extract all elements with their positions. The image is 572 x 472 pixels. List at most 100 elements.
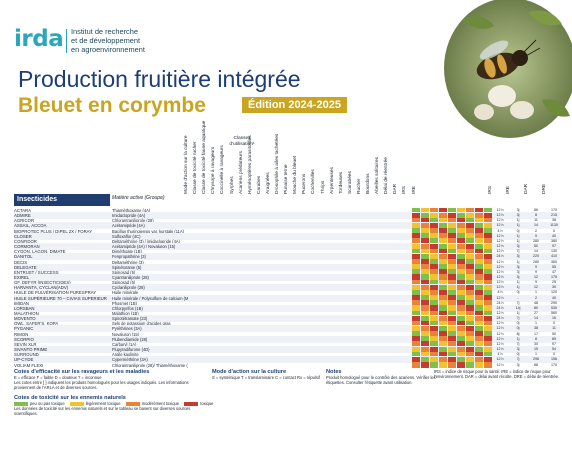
index-value: 30 [534, 341, 538, 346]
toxicity-cell [475, 331, 483, 338]
active-ingredient: Fenpropathrine (3) [112, 254, 146, 260]
toxicity-cell [466, 341, 474, 348]
index-value: 17 [534, 331, 538, 336]
toxicity-cell [412, 325, 420, 332]
toxicity-cell [421, 362, 429, 368]
index-value: 410 [551, 254, 557, 259]
toxicity-cell [484, 259, 492, 265]
toxicity-cell [412, 341, 420, 348]
active-ingredient: Pyréthrines (3A) [112, 326, 142, 332]
index-value: 7j [516, 300, 520, 305]
toxicity-cell [412, 336, 420, 343]
logo-line-1: Institut de recherche [71, 27, 138, 36]
column-header-label: Bourdons [366, 173, 371, 194]
index-value: 0j [516, 228, 520, 233]
column-header-label: Acariens prédateurs [238, 151, 244, 194]
index-value: 24 h [496, 300, 504, 305]
index-value: 11 [552, 326, 556, 331]
toxicity-cell [484, 325, 492, 332]
insecticide-name: DANITOL [14, 254, 33, 260]
toxicity-cell [457, 351, 465, 358]
index-value: 0 [553, 321, 555, 326]
index-value: 7j [516, 316, 520, 321]
toxicity-cell [430, 284, 438, 291]
active-ingredient: Bacillus thuringiensis var. kurstaki (11… [112, 228, 185, 234]
column-header-label: Tordeuses [338, 171, 344, 194]
toxicity-cell [412, 346, 420, 353]
toxicity-cell [439, 253, 447, 260]
column-header-label: Mouche du bleuet [293, 155, 299, 194]
toxicity-cell [457, 279, 465, 286]
column-header-label: Araignées [265, 172, 271, 194]
toxicity-cell [484, 238, 492, 245]
column-header-label: Classe de toxicité rucher [193, 141, 199, 194]
toxicity-cell [466, 274, 474, 281]
toxicity-cell [412, 331, 420, 338]
toxicity-cell [457, 305, 465, 312]
row-background [14, 253, 560, 261]
index-value: 1j [516, 233, 520, 238]
index-value: 4 h [497, 228, 503, 233]
active-ingredient: Chlorantraniliprole (28)/ Thiaméthoxame … [112, 362, 188, 368]
toxicity-cell [412, 305, 420, 312]
toxicity-cell [421, 238, 429, 245]
index-value: 12 h [496, 274, 504, 279]
insecticide-name: BIOPROTEC PLUS / DIPEL 2X / FORAY [14, 228, 93, 234]
index-value: 1j [516, 285, 520, 290]
index-value: 0j [516, 326, 520, 331]
column-header-label: Scarabées [347, 171, 353, 194]
insecticide-name: ACTARA [14, 208, 32, 213]
index-value: 280 [533, 238, 539, 243]
toxicity-cell [448, 243, 456, 250]
index-value: 9 [535, 280, 537, 285]
toxicity-cell [457, 248, 465, 255]
active-ingredient: Cyclaniliprole (28) [112, 285, 145, 291]
toxicity-cell [484, 305, 492, 312]
toxicity-cell [475, 346, 483, 353]
index-value: 3j [516, 244, 520, 249]
toxicity-cell [448, 238, 456, 245]
toxicity-cell [457, 336, 465, 343]
row-background [14, 315, 560, 323]
index-value: 3j [516, 274, 520, 279]
toxicity-text: Les données de toxicité sur les ennemis … [14, 405, 191, 417]
index-value: 530 [551, 305, 557, 310]
index-value: 40 [552, 295, 556, 300]
insecticide-name: CYGON, LAGON, DIMATE [14, 249, 66, 255]
toxicity-cell [448, 351, 456, 358]
index-value: 40 [552, 233, 556, 238]
toxicity-cell [439, 305, 447, 312]
index-value: 16 [552, 316, 556, 321]
logo-line-3: en agroenvironnement [71, 45, 145, 54]
swatch-green [14, 401, 28, 406]
index-value: 12 h [496, 244, 504, 249]
toxicity-cell [484, 300, 492, 307]
logo-text: Institut de recherche et de développemen… [71, 27, 191, 54]
toxicity-cell [448, 274, 456, 281]
toxicity-cell [430, 300, 438, 307]
index-value: 560 [551, 311, 557, 315]
insecticide-name: MALATHION [14, 311, 39, 316]
toxicity-cell [466, 289, 474, 296]
active-ingredient: Huile minérale [112, 290, 139, 296]
toxicity-cell [448, 295, 456, 302]
toxicity-cell [484, 341, 492, 348]
insecticide-name: RIMON [14, 331, 29, 337]
toxicity-cell [430, 325, 438, 332]
index-value: 88 [534, 362, 538, 367]
toxicity-cell [475, 212, 483, 219]
insecticide-name: HARVANTA, CYCLAN(ADV) [14, 285, 69, 291]
index-value: 0j [516, 321, 520, 326]
active-ingredient: Novaluron (15) [112, 331, 140, 337]
toxicity-cell [466, 362, 474, 368]
toxicity-cell [466, 356, 474, 363]
toxicity-cell [466, 222, 474, 229]
toxicity-cell [412, 279, 420, 286]
toxicity-cell [457, 253, 465, 260]
index-value: 47 [552, 269, 556, 274]
index-value: 12 h [496, 321, 504, 326]
toxicity-cell [421, 315, 429, 322]
index-value: 14 [534, 249, 538, 254]
toxicity-cell [475, 289, 483, 296]
toxicity-cell [430, 289, 438, 296]
